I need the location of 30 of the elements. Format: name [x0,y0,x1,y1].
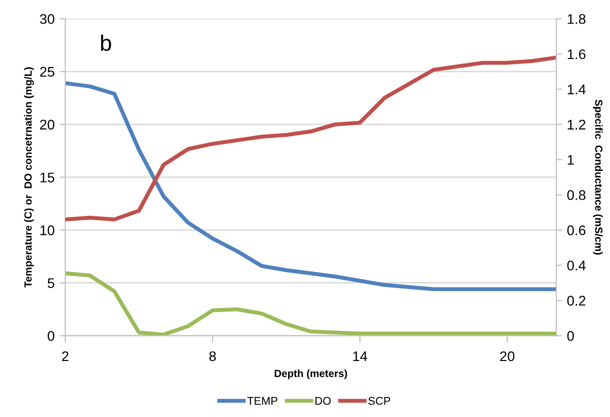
y2-tick-label: 1.6 [568,49,586,60]
y2-tick-label: 1.8 [568,14,586,24]
y2-tick-label: 1 [568,155,574,165]
legend-label: SCP [368,396,390,405]
x-axis-title: Depth (meters) [274,369,348,380]
y2-tick-label: 0.8 [567,190,586,200]
y-tick-label: 15 [40,172,54,182]
x-tick-label: 20 [500,351,514,362]
y2-axis-title: Specific Conductance (mS/cm) [593,100,603,255]
x-tick-label: 2 [62,351,68,362]
y-axis-title: Temperature (C) or DO concetrnation (mg/L) [24,67,34,288]
legend-label: DO [315,396,331,405]
y-tick-label: 5 [48,278,54,288]
y-tick-label: 0 [48,331,54,341]
y2-tick-label: 1.2 [568,120,586,130]
y-tick-label: 10 [40,225,54,236]
y-tick-label: 30 [40,14,54,24]
line-series [65,81,556,292]
y-tick-label: 25 [40,66,54,77]
line-series [65,56,556,222]
y2-tick-label: 0 [567,331,574,341]
y2-tick-label: 0.2 [567,296,586,306]
y2-tick-label: 0.4 [567,260,586,270]
y2-tick-label: 1.4 [568,84,586,94]
annotation: b [101,34,112,51]
y2-tick-label: 0.6 [567,225,586,236]
x-tick-label: 14 [353,351,368,362]
legend-label: TEMP [247,397,278,405]
y-tick-label: 20 [40,120,54,130]
x-tick-label: 8 [209,351,216,362]
